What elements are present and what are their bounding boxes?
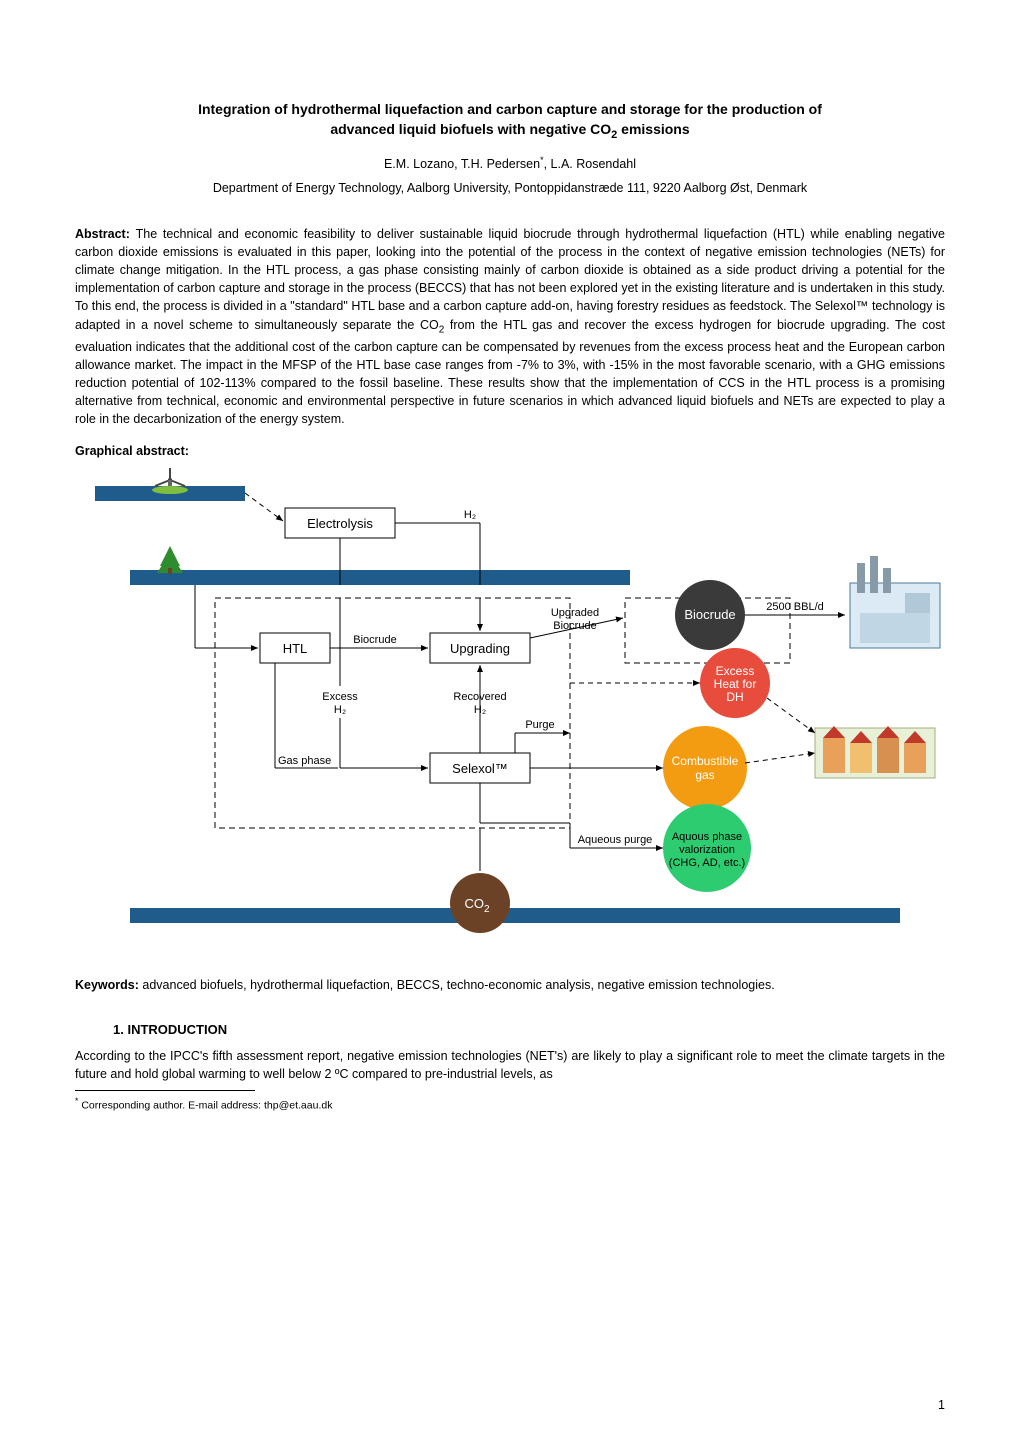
arrow-wind-to-electrolysis xyxy=(245,493,283,521)
recovered-h2-l2: H₂ xyxy=(474,704,486,716)
abstract-text-1: The technical and economic feasibility t… xyxy=(75,227,945,332)
wind-turbine-icon xyxy=(152,468,188,494)
htl-label: HTL xyxy=(283,641,308,656)
upgraded-l1: Upgraded xyxy=(551,607,599,619)
upgraded-l2: Biocrude xyxy=(553,620,596,632)
abstract-label: Abstract: xyxy=(75,227,136,241)
keywords-label: Keywords: xyxy=(75,978,142,992)
excess-h2-l1: Excess xyxy=(322,691,358,703)
title-line1: Integration of hydrothermal liquefaction… xyxy=(198,101,822,117)
heat-l3: DH xyxy=(726,690,743,704)
upgrading-label: Upgrading xyxy=(450,641,510,656)
purge-label: Purge xyxy=(525,719,554,731)
town-icon xyxy=(815,726,935,778)
footnote: * Corresponding author. E-mail address: … xyxy=(75,1095,945,1113)
biocrude-arrow-label: Biocrude xyxy=(353,634,396,646)
h2-label-top: H₂ xyxy=(464,509,476,521)
excess-h2-l2: H₂ xyxy=(334,704,346,716)
authors: E.M. Lozano, T.H. Pedersen*, L.A. Rosend… xyxy=(75,155,945,171)
aq-l1: Aquous phase xyxy=(672,831,742,843)
intro-body: According to the IPCC's fifth assessment… xyxy=(75,1047,945,1083)
arrow-heat-town xyxy=(767,698,815,733)
arrow-gas-town xyxy=(745,753,815,763)
graphical-abstract-diagram: Electrolysis H₂ HTL Biocrude Upgrading E… xyxy=(75,468,945,948)
keywords-text: advanced biofuels, hydrothermal liquefac… xyxy=(142,978,774,992)
bar-bottom xyxy=(130,908,900,923)
author-tail: , L.A. Rosendahl xyxy=(544,157,636,171)
title-line2b: emissions xyxy=(617,121,689,137)
refinery-icon xyxy=(850,556,940,648)
forest-icon xyxy=(157,546,183,574)
graphical-abstract-label: Graphical abstract: xyxy=(75,444,945,458)
heat-l2: Heat for xyxy=(714,677,757,691)
paper-title: Integration of hydrothermal liquefaction… xyxy=(75,100,945,143)
aq-l2: valorization xyxy=(679,844,735,856)
abstract-text-2: from the HTL gas and recover the excess … xyxy=(75,318,945,427)
aq-l3: (CHG, AD, etc.) xyxy=(669,857,745,869)
electrolysis-label: Electrolysis xyxy=(307,516,373,531)
biocrude-circle-label: Biocrude xyxy=(684,607,735,622)
selexol-label: Selexol™ xyxy=(452,761,508,776)
title-line2a: advanced liquid biofuels with negative C… xyxy=(330,121,611,137)
gas-l1: Combustible xyxy=(672,754,739,768)
bbl-label: 2500 BBL/d xyxy=(766,601,824,613)
heat-l1: Excess xyxy=(716,664,755,678)
aqueous-purge-label: Aqueous purge xyxy=(578,834,653,846)
recovered-h2-l1: Recovered xyxy=(453,691,506,703)
gas-phase-label: Gas phase xyxy=(278,755,331,767)
bar-mid xyxy=(130,570,630,585)
page-number: 1 xyxy=(938,1398,945,1412)
author-names: E.M. Lozano, T.H. Pedersen xyxy=(384,157,540,171)
section-heading-intro: 1. INTRODUCTION xyxy=(113,1022,945,1037)
gas-l2: gas xyxy=(695,768,714,782)
process-flow-svg: Electrolysis H₂ HTL Biocrude Upgrading E… xyxy=(75,468,945,948)
keywords: Keywords: advanced biofuels, hydrotherma… xyxy=(75,976,945,994)
footnote-text: Corresponding author. E-mail address: th… xyxy=(78,1099,332,1111)
abstract: Abstract: The technical and economic fea… xyxy=(75,225,945,428)
affiliation: Department of Energy Technology, Aalborg… xyxy=(75,181,945,195)
footnote-rule xyxy=(75,1090,255,1091)
